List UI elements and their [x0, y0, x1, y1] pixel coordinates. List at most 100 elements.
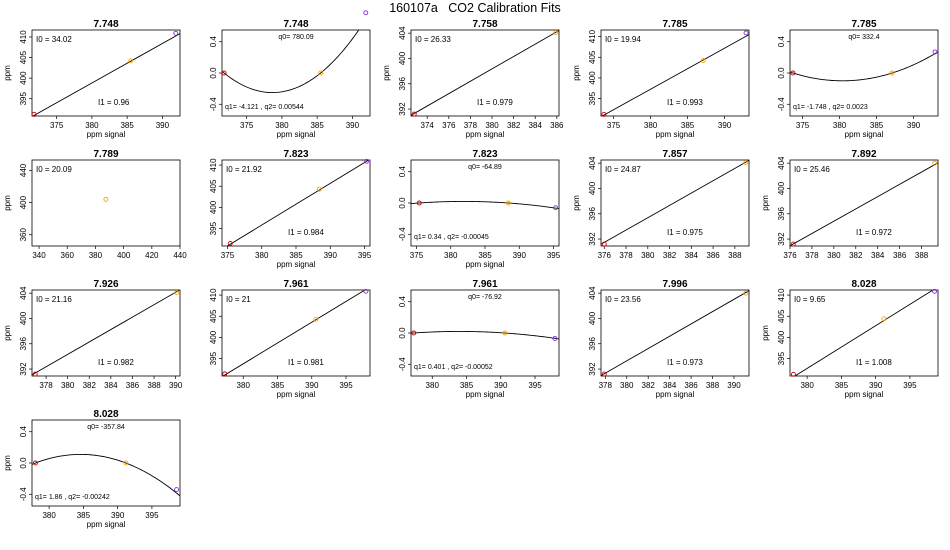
- x-tick-label: 390: [513, 251, 527, 260]
- data-point: [932, 288, 938, 294]
- y-tick-label: 400: [19, 71, 28, 85]
- panel-title: 7.785: [851, 19, 876, 30]
- panel-10: 7.892 376 378 380 382 384 386 388 392 396 400 404 pp…: [761, 149, 939, 260]
- panel-9: 7.857 376 378 380 382 384 386 388 392 396 400 404 pp…: [572, 149, 750, 260]
- x-tick-label: 382: [642, 381, 656, 390]
- x-tick-label: 380: [827, 251, 841, 260]
- x-tick-label: 390: [111, 511, 125, 520]
- y-tick-label: 360: [19, 228, 28, 242]
- x-tick-label: 385: [271, 381, 285, 390]
- data-point: [790, 371, 796, 377]
- data-point: [790, 241, 796, 247]
- fit-annotation-i1: I1 = 0.972: [856, 228, 892, 237]
- y-tick-label: 404: [588, 286, 597, 300]
- y-tick-label: -0.4: [209, 97, 218, 111]
- data-point: [174, 290, 180, 295]
- fit-annotation-i1: I1 = 0.982: [98, 358, 134, 367]
- plot-frame: [31, 289, 181, 377]
- data-point: [103, 196, 109, 202]
- y-tick-label: 400: [19, 311, 28, 325]
- data-point: [411, 330, 417, 336]
- y-tick-label: 0.4: [777, 36, 786, 48]
- x-tick-label: 376: [783, 251, 797, 260]
- panel-12: 7.961 380 385 390 395 395 400 405 410 ppm signal I…: [209, 279, 371, 399]
- x-tick-label: 390: [907, 121, 921, 130]
- data-point: [700, 58, 706, 64]
- y-tick-label: 440: [19, 163, 28, 177]
- fit-annotation-i1: I1 = 0.975: [667, 228, 703, 237]
- fit-annotation-i0: I0 = 26.33: [415, 35, 451, 44]
- x-tick-label: 384: [529, 121, 543, 130]
- x-tick-label: 395: [358, 251, 372, 260]
- x-tick-label: 390: [305, 381, 319, 390]
- y-tick-label: 0.4: [398, 296, 407, 308]
- data-point: [316, 186, 322, 192]
- y-tick-label: 404: [19, 286, 28, 300]
- plot-frame: [31, 29, 181, 117]
- y-tick-label: 400: [588, 181, 597, 195]
- x-tick-label: 375: [240, 121, 254, 130]
- x-tick-label: 395: [547, 251, 561, 260]
- y-axis-label: ppm: [761, 325, 770, 341]
- x-axis-label: ppm signal: [87, 130, 126, 139]
- data-point: [364, 158, 370, 164]
- fit-annotation-q1q2: q1= 1.86 , q2= -0.00242: [35, 494, 110, 501]
- fit-annotation-i0: I0 = 21.16: [36, 295, 72, 304]
- y-tick-label: 395: [777, 351, 786, 365]
- x-tick-label: 375: [410, 251, 424, 260]
- y-tick-label: 405: [777, 309, 786, 323]
- x-tick-label: 385: [120, 121, 134, 130]
- fit-annotation-q1q2: q1= -1.748 , q2= 0.0023: [793, 104, 868, 111]
- fit-annotation-q0: q0= 332.4: [848, 34, 879, 41]
- fit-curve: [411, 200, 559, 210]
- y-tick-label: 405: [19, 50, 28, 64]
- panel-title: 7.748: [283, 19, 308, 30]
- x-tick-label: 376: [442, 121, 456, 130]
- y-tick-label: 0.4: [209, 36, 218, 48]
- fit-annotation-i1: I1 = 0.96: [98, 98, 130, 107]
- y-axis-label: ppm: [3, 455, 12, 471]
- fit-annotation-i0: I0 = 25.46: [794, 165, 830, 174]
- x-tick-label: 390: [156, 121, 170, 130]
- y-tick-label: 410: [209, 288, 218, 302]
- y-tick-label: 392: [588, 362, 597, 376]
- y-tick-label: 400: [777, 181, 786, 195]
- plot-frame: [789, 289, 939, 377]
- fit-annotation-q0: q0= -76.92: [468, 294, 502, 301]
- x-tick-label: 340: [32, 251, 46, 260]
- fit-annotation-q1q2: q1= 0.401 , q2= -0.00052: [414, 364, 493, 371]
- x-tick-label: 420: [145, 251, 159, 260]
- x-axis-label: ppm signal: [277, 390, 316, 399]
- panel-title: 7.758: [472, 19, 497, 30]
- x-tick-label: 390: [346, 121, 360, 130]
- panel-13: 7.961 380 385 390 395 -0.4 0.0 0.4 ppm signal q0=…: [398, 279, 560, 399]
- x-tick-label: 400: [117, 251, 131, 260]
- y-tick-label: 400: [209, 330, 218, 344]
- panel-title: 7.996: [662, 279, 687, 290]
- y-tick-label: 404: [588, 156, 597, 170]
- x-tick-label: 378: [39, 381, 53, 390]
- panel-5: 7.785 375 380 385 390 -0.4 0.0 0.4 ppm signal q0=…: [777, 19, 939, 139]
- y-tick-label: 395: [209, 221, 218, 235]
- x-tick-label: 386: [126, 381, 140, 390]
- x-tick-label: 395: [339, 381, 353, 390]
- y-axis-label: ppm: [572, 195, 581, 211]
- panel-16: 8.028 380 385 390 395 -0.4 0.0 0.4 ppm signal ppm…: [3, 409, 181, 529]
- y-tick-label: 395: [588, 91, 597, 105]
- x-tick-label: 390: [324, 251, 338, 260]
- y-tick-label: 396: [588, 207, 597, 221]
- x-tick-label: 384: [104, 381, 118, 390]
- x-axis-label: ppm signal: [845, 390, 884, 399]
- y-tick-label: -0.4: [777, 97, 786, 111]
- plot-frame: [410, 29, 560, 117]
- y-tick-label: 400: [588, 71, 597, 85]
- y-tick-label: 400: [398, 51, 407, 65]
- x-tick-label: 380: [85, 121, 99, 130]
- x-tick-label: 374: [421, 121, 435, 130]
- y-tick-label: 396: [398, 77, 407, 91]
- x-tick-label: 376: [598, 251, 612, 260]
- y-tick-label: 400: [777, 330, 786, 344]
- x-tick-label: 388: [147, 381, 161, 390]
- panel-title: 7.892: [851, 149, 876, 160]
